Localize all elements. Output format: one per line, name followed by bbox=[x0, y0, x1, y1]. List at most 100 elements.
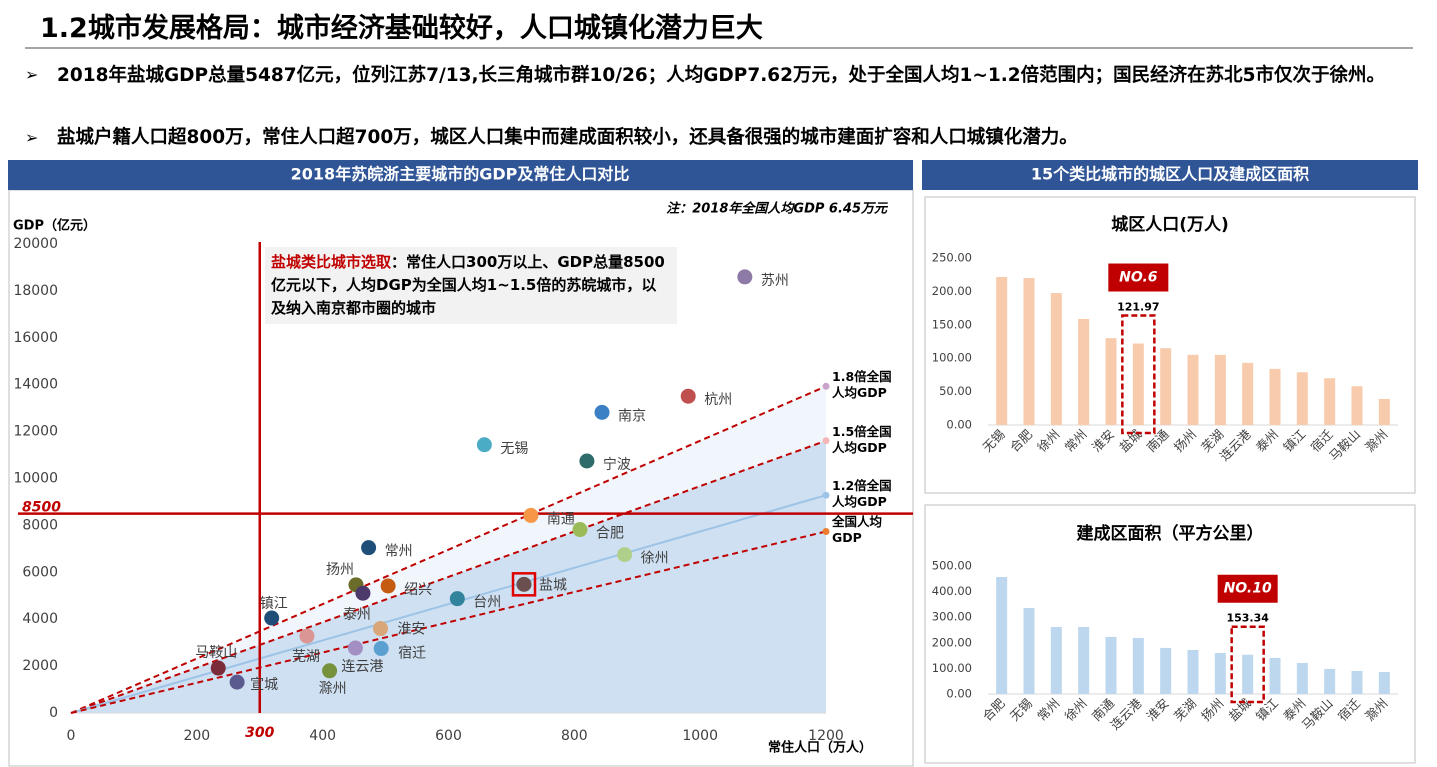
point-label: 合肥 bbox=[596, 526, 624, 542]
y-tick-label: 50.00 bbox=[939, 384, 972, 398]
highlight-box bbox=[511, 572, 537, 597]
point-label: 盐城 bbox=[539, 577, 567, 593]
point-label: 宿迁 bbox=[398, 645, 426, 662]
guide-line bbox=[70, 385, 827, 714]
point-label: 芜湖 bbox=[292, 648, 320, 665]
line-end-marker bbox=[822, 382, 830, 390]
y-tick-label: 400.00 bbox=[932, 584, 972, 598]
bar bbox=[1214, 354, 1226, 425]
callout-title: 盐城类比城市选取 bbox=[271, 253, 392, 271]
y-tick-label: 100.00 bbox=[932, 661, 972, 675]
point-label: 连云港 bbox=[341, 659, 383, 675]
bar bbox=[1378, 671, 1390, 694]
line-end-marker bbox=[822, 437, 830, 445]
bar bbox=[1296, 663, 1308, 694]
panel-title: 15个类比城市的城区人口及建成区面积 bbox=[1031, 165, 1309, 184]
point-label: 淮安 bbox=[398, 622, 426, 638]
x-tick-label: 400 bbox=[309, 728, 336, 744]
bar bbox=[996, 276, 1008, 425]
guide-line bbox=[70, 439, 827, 714]
x-tick-label: 800 bbox=[561, 728, 588, 744]
point-label: 宣城 bbox=[250, 677, 278, 693]
bar bbox=[1078, 318, 1090, 425]
bar bbox=[1242, 362, 1254, 425]
bullet-arrow: ➢ bbox=[25, 65, 39, 84]
point-label: 南京 bbox=[618, 408, 646, 424]
bar bbox=[1324, 378, 1336, 425]
value-label: 153.34 bbox=[1226, 612, 1269, 625]
note: 注：2018年全国人均GDP 6.45万元 bbox=[666, 201, 889, 217]
data-point bbox=[373, 641, 389, 657]
line-label: 1.5倍全国人均GDP bbox=[832, 423, 892, 455]
line-label: 1.2倍全国人均GDP bbox=[832, 478, 892, 510]
threshold-label: 8500 bbox=[22, 500, 61, 516]
point-label: 泰州 bbox=[343, 607, 371, 623]
data-point bbox=[264, 610, 280, 626]
panel-header bbox=[8, 160, 913, 190]
data-point bbox=[476, 437, 492, 453]
point-label: 南通 bbox=[547, 511, 575, 527]
bar bbox=[1023, 607, 1035, 694]
chart-title: 城区人口(万人) bbox=[1111, 215, 1229, 235]
y-axis-label: GDP（亿元） bbox=[13, 218, 96, 234]
y-tick-label: 0.00 bbox=[946, 687, 972, 701]
rank-badge bbox=[1217, 574, 1278, 603]
bar bbox=[1105, 636, 1117, 694]
highlight-box bbox=[1230, 625, 1265, 704]
point-label: 台州 bbox=[473, 595, 501, 611]
point-label: 镇江 bbox=[260, 596, 288, 612]
page-title: 1.2城市发展格局：城市经济基础较好，人口城镇化潜力巨大 bbox=[40, 13, 763, 44]
bullet: 2018年盐城GDP总量5487亿元，位列江苏7/13,长三角城市群10/26；… bbox=[57, 65, 1385, 86]
y-tick-label: 16000 bbox=[13, 330, 58, 346]
y-tick-label: 10000 bbox=[13, 471, 58, 487]
data-point bbox=[347, 640, 363, 656]
y-tick-label: 6000 bbox=[22, 564, 58, 580]
data-point bbox=[229, 674, 245, 690]
bar bbox=[1187, 649, 1199, 694]
bar bbox=[1269, 368, 1281, 425]
bar bbox=[1160, 348, 1172, 425]
y-tick-label: 14000 bbox=[13, 377, 58, 393]
point-label: 滁州 bbox=[319, 681, 347, 697]
point-label: 马鞍山 bbox=[195, 645, 237, 661]
point-label: 宁波 bbox=[603, 456, 631, 473]
data-point bbox=[373, 621, 389, 637]
point-label: 扬州 bbox=[326, 562, 354, 578]
bar bbox=[1324, 668, 1336, 694]
chart-title: 建成区面积（平方公里） bbox=[1077, 523, 1264, 544]
y-tick-label: 150.00 bbox=[932, 317, 972, 331]
bar bbox=[996, 577, 1008, 694]
bar bbox=[1242, 654, 1254, 694]
y-tick-label: 4000 bbox=[22, 611, 58, 627]
y-tick-label: 300.00 bbox=[932, 610, 972, 624]
data-point bbox=[322, 663, 338, 679]
data-point bbox=[355, 585, 371, 601]
point-label: 杭州 bbox=[704, 392, 732, 408]
data-point bbox=[449, 591, 465, 607]
line-end-marker bbox=[822, 527, 830, 535]
bar bbox=[1269, 657, 1281, 694]
bullet: 盐城户籍人口超800万，常住人口超700万，城区人口集中而建成面积较小，还具备很… bbox=[57, 127, 1078, 148]
data-point bbox=[680, 388, 696, 404]
data-point bbox=[737, 269, 753, 285]
callout: 盐城类比城市选取：常住人口300万以上、GDP总量8500亿元以下，人均DGP为… bbox=[265, 247, 677, 324]
data-point bbox=[523, 507, 539, 523]
data-point bbox=[579, 453, 595, 469]
rank-label: NO.6 bbox=[1119, 270, 1158, 286]
panel-header bbox=[922, 160, 1418, 190]
y-tick-label: 500.00 bbox=[932, 559, 972, 573]
x-tick-label: 600 bbox=[435, 728, 462, 744]
x-tick-label: 0 bbox=[67, 728, 76, 744]
highlight-box bbox=[1121, 314, 1156, 435]
point-label: 无锡 bbox=[500, 441, 528, 457]
y-tick-label: 200.00 bbox=[932, 284, 972, 298]
data-point bbox=[594, 404, 610, 420]
bar bbox=[1351, 670, 1363, 694]
callout-text: ：常住人口300万以上、GDP总量8500亿元以下，人均DGP为全国人均1~1.… bbox=[271, 253, 665, 317]
bar bbox=[1023, 278, 1035, 425]
bar bbox=[1378, 398, 1390, 425]
data-point bbox=[380, 578, 396, 594]
point-label: 苏州 bbox=[761, 273, 789, 289]
bar bbox=[1132, 343, 1144, 425]
